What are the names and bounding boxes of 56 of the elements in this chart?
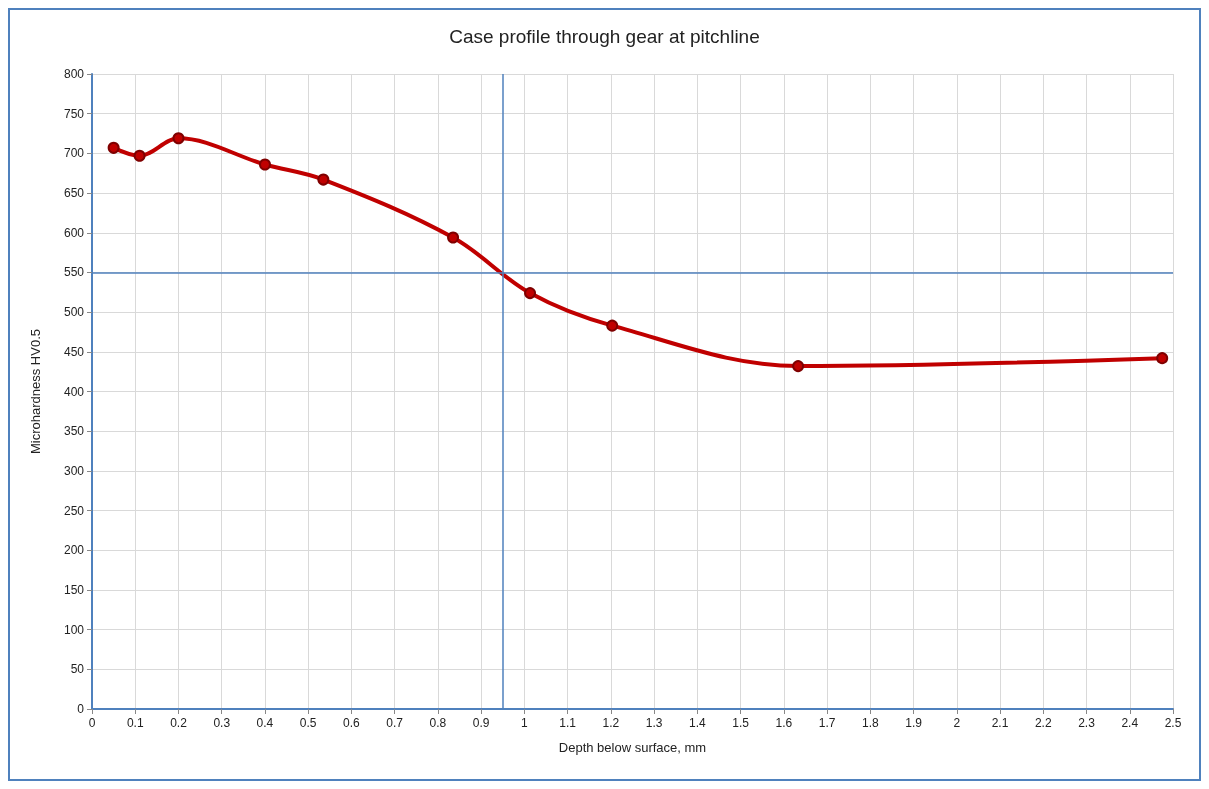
x-tick-label: 0.9 — [472, 716, 490, 730]
y-tick-label: 400 — [63, 384, 85, 399]
x-tick-label: 0.7 — [386, 716, 404, 730]
y-tick-label: 750 — [63, 106, 85, 121]
y-tick-label: 800 — [63, 67, 85, 81]
point — [133, 149, 146, 162]
y-tick-label: 650 — [63, 186, 85, 201]
y-tick-label: 250 — [63, 503, 85, 518]
y-tick-label: 600 — [63, 225, 85, 240]
point — [447, 231, 460, 244]
chart-title: Case profile through gear at pitchline — [449, 26, 760, 47]
x-tick-label: 1.5 — [732, 716, 750, 730]
y-tick-label: 450 — [63, 344, 85, 359]
y-tick-label: 350 — [63, 424, 85, 439]
y-tick-label: 500 — [63, 305, 85, 320]
point — [317, 173, 330, 186]
x-tick-label: 1 — [521, 716, 529, 730]
x-tick-label: 1.6 — [775, 716, 793, 730]
x-tick-label: 2 — [953, 716, 961, 730]
y-tick-label: 150 — [63, 582, 85, 597]
x-tick-label: 2.3 — [1078, 716, 1096, 730]
x-tick-label: 2.4 — [1121, 716, 1139, 730]
x-tick-label: 1.3 — [645, 716, 663, 730]
x-tick-label: 1.8 — [861, 716, 879, 730]
y-tick-label: 550 — [63, 265, 85, 280]
x-tick-label: 2.2 — [1034, 716, 1052, 730]
x-tick-label: 1.7 — [818, 716, 836, 730]
x-tick-label: 2.1 — [991, 716, 1009, 730]
y-axis-title: Microhardness HV0.5 — [28, 329, 43, 454]
x-tick-label: 0.6 — [343, 716, 361, 730]
point — [1156, 352, 1169, 365]
x-tick-label: 1.1 — [559, 716, 577, 730]
x-tick-label: 0.8 — [429, 716, 447, 730]
x-tick-label: 0.3 — [213, 716, 231, 730]
point — [258, 158, 271, 171]
y-tick-label: 200 — [63, 543, 85, 558]
point — [792, 360, 805, 373]
x-tick-label: 0.1 — [126, 716, 144, 730]
x-tick-label: 2.5 — [1164, 716, 1182, 730]
point — [606, 319, 619, 332]
y-tick-label: 300 — [63, 463, 85, 478]
x-tick-label: 1.9 — [905, 716, 923, 730]
x-axis-title: Depth below surface, mm — [558, 740, 707, 755]
x-tick-label: 0.2 — [170, 716, 188, 730]
point — [524, 287, 537, 300]
x-tick-label: 1.4 — [689, 716, 707, 730]
x-tick-label: 0.4 — [256, 716, 274, 730]
y-tick-label: 0 — [77, 702, 85, 716]
point — [107, 141, 120, 154]
y-tick-label: 700 — [63, 146, 85, 161]
point — [172, 132, 185, 145]
x-tick-label: 0 — [88, 716, 96, 730]
x-tick-label: 1.2 — [602, 716, 620, 730]
y-tick-label: 100 — [63, 622, 85, 637]
x-tick-label: 0.5 — [299, 716, 317, 730]
y-tick-label: 50 — [70, 662, 85, 677]
